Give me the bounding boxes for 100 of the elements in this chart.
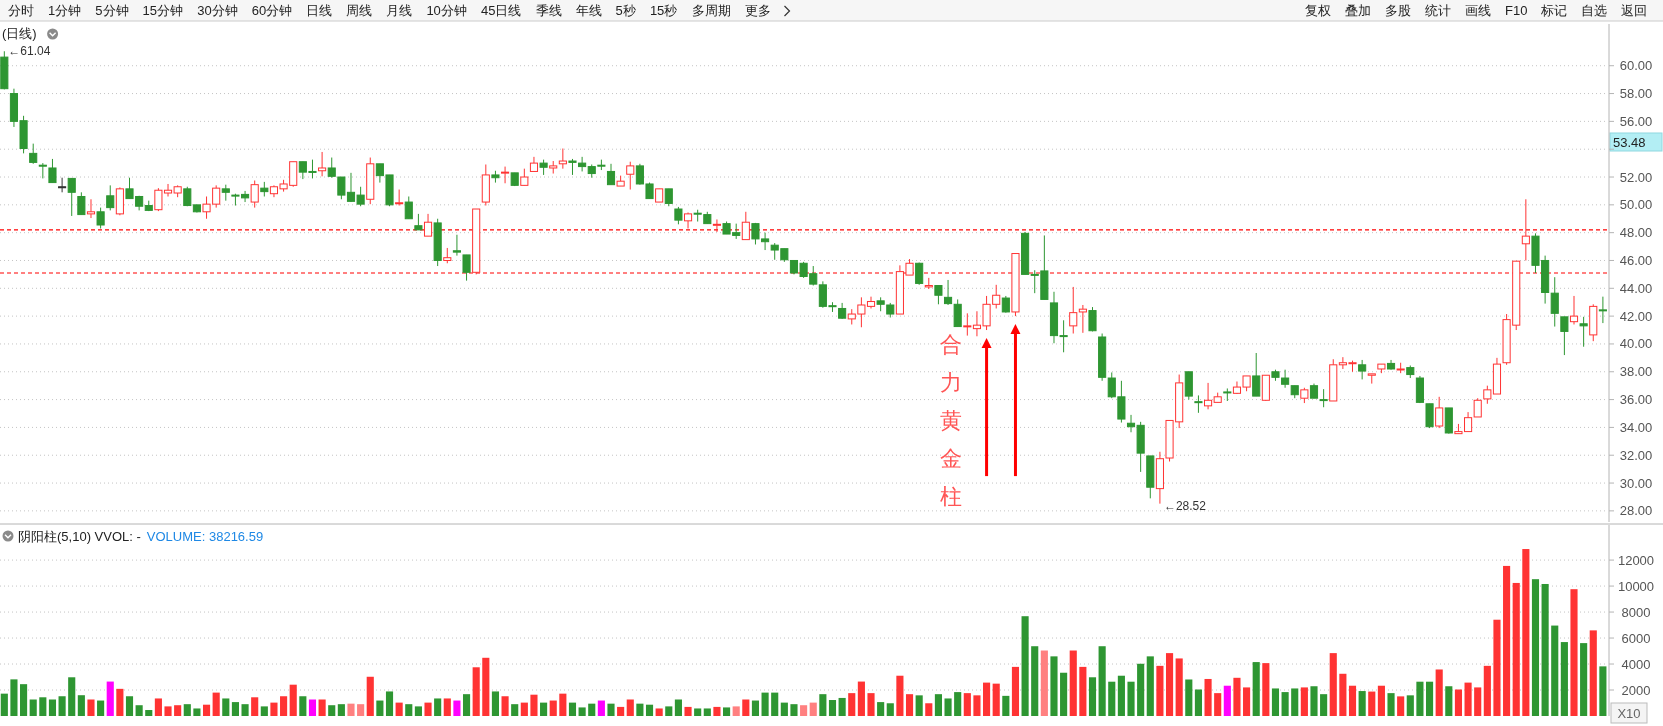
bar (983, 682, 991, 716)
text: 周线 (346, 3, 373, 18)
bar (1570, 589, 1578, 716)
bar (973, 695, 981, 716)
candlestick (934, 285, 943, 305)
bar (867, 693, 875, 716)
bar (934, 694, 942, 716)
bar (674, 699, 682, 716)
text: 53.48 (1613, 134, 1646, 150)
bar (925, 703, 933, 716)
annotation: ←61.04 (8, 44, 51, 59)
bar (1079, 666, 1087, 716)
bar (1060, 672, 1068, 716)
bar (1069, 650, 1077, 716)
text: 多周期 (691, 3, 731, 18)
candlestick (404, 195, 413, 220)
bar (1560, 642, 1568, 716)
bar (1454, 689, 1463, 716)
bar (385, 691, 394, 716)
candlestick (1435, 396, 1444, 429)
bar (77, 695, 85, 716)
bar (337, 704, 345, 716)
bar (280, 696, 288, 716)
bar (1040, 650, 1048, 716)
bar (1503, 565, 1511, 716)
candlestick (250, 179, 259, 209)
text: 返回 (1621, 3, 1647, 18)
bar (29, 699, 37, 716)
y-tick-label: 52.00 (1619, 169, 1653, 185)
bar (703, 708, 711, 716)
text: 5秒 (615, 3, 636, 18)
bar (751, 700, 760, 716)
bar (1377, 685, 1385, 716)
y-tick-label: 4000 (1621, 656, 1651, 672)
bar (800, 705, 808, 716)
text: 45日线 (481, 3, 522, 18)
text: 更多 (744, 3, 771, 18)
text: 5分钟 (95, 3, 129, 18)
bar (1156, 665, 1164, 716)
bar (1320, 694, 1328, 716)
bar (328, 705, 336, 716)
bar (1387, 693, 1395, 716)
candlestick (96, 207, 105, 229)
bar (954, 692, 962, 716)
bar (713, 706, 721, 716)
bar (645, 704, 654, 716)
bar (347, 703, 355, 716)
bar (1425, 681, 1434, 716)
bar (1262, 663, 1270, 716)
candlestick (462, 254, 471, 282)
candlestick (67, 177, 76, 217)
bar (58, 696, 66, 716)
bar (877, 702, 885, 716)
text: 15分钟 (142, 3, 184, 18)
annotation: ←28.52 (1163, 498, 1207, 513)
bar (222, 698, 230, 716)
text: 标记 (1540, 3, 1567, 18)
bar (212, 692, 220, 716)
bar (963, 693, 971, 716)
bar (780, 702, 788, 716)
candlestick (1521, 198, 1530, 261)
bar (39, 697, 47, 716)
candlestick (1078, 304, 1087, 334)
bar (694, 708, 702, 716)
bar (1397, 696, 1405, 716)
bar (491, 691, 500, 716)
y-tick-label: 42.00 (1619, 308, 1653, 324)
bar (1002, 695, 1010, 716)
y-tick-label: 58.00 (1619, 86, 1653, 102)
text: 年线 (575, 3, 602, 18)
bar (1580, 643, 1588, 716)
bar (366, 676, 374, 716)
bar (684, 706, 692, 716)
text: 复权 (1305, 3, 1332, 18)
bar (1589, 630, 1597, 716)
y-tick-label: 40.00 (1619, 336, 1653, 352)
bar (1406, 695, 1414, 716)
bar (116, 688, 124, 716)
bar (838, 697, 846, 716)
text: 季线 (535, 3, 562, 18)
bar (1252, 662, 1260, 716)
bar (1464, 682, 1472, 716)
candlestick (1550, 276, 1559, 328)
bar (896, 675, 904, 716)
bar (193, 708, 201, 716)
text: 60分钟 (251, 3, 293, 18)
candlestick (1569, 295, 1579, 325)
text: 15秒 (649, 3, 678, 18)
bar (97, 700, 105, 716)
y-tick-label: 34.00 (1619, 419, 1653, 435)
bar (530, 694, 538, 716)
bar (1512, 582, 1520, 716)
candlestick (712, 218, 721, 233)
candlestick (1560, 316, 1569, 356)
bar (1021, 616, 1029, 716)
bar (414, 706, 422, 716)
bar (10, 679, 18, 716)
text: 月线 (386, 3, 413, 18)
bar (540, 702, 548, 716)
y-tick-label: 6000 (1621, 630, 1651, 646)
